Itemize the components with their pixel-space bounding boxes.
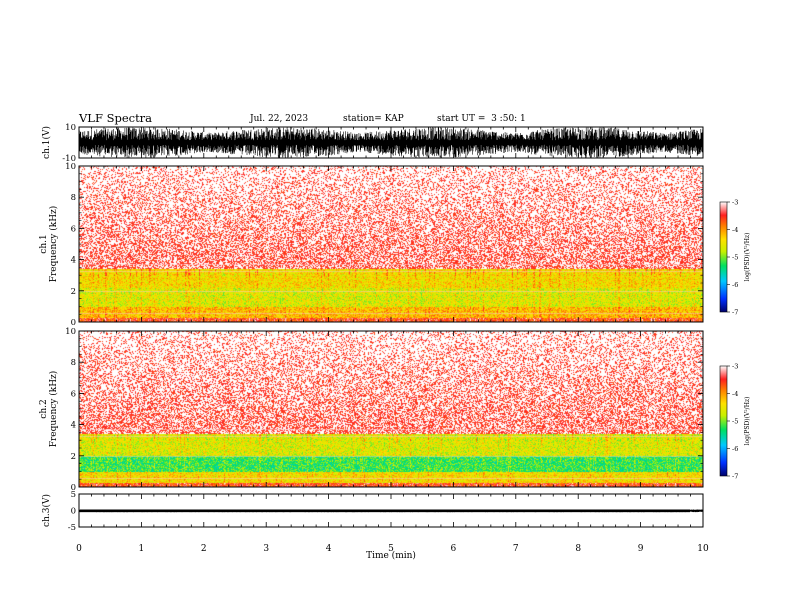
colorbar-tick-label: -6 [732,445,738,453]
colorbar-tick-label: -4 [732,390,738,398]
colorbar-tick-label: -7 [732,309,738,317]
chart-title: VLF Spectra [79,111,153,125]
x-tick-label: 0 [76,544,82,554]
colorbar-tick-label: -5 [732,254,738,262]
x-tick-label: 6 [451,544,457,554]
s1-ytick-label: 10 [65,162,76,172]
s1-ytick-label: 8 [71,193,76,203]
s2-ytick-label: 10 [65,327,76,337]
s2-ytick-label: 8 [71,358,76,368]
ch2-spectrogram-panel: 0 2 4 6 8 10 ch.2 Frequency (kHz) [39,327,704,493]
x-tick-label: 4 [326,544,332,554]
ch1-waveform-panel: 10 -10 ch.1(V) [41,123,704,164]
s1-ytick-label: 6 [71,224,76,234]
ch2-colorbar: -3 -4 -5 -6 -7 log(PSD)(V²/Hz) [719,363,751,481]
x-tick-label: 5 [388,544,394,554]
x-tick-label: 2 [201,544,207,554]
colorbar-label: log(PSD)(V²/Hz) [744,397,751,446]
ch3-ytick-label: 5 [71,490,76,500]
s1-heatmap-canvas [79,166,703,322]
s1-image [79,166,703,322]
time-axis: 0 1 2 3 4 5 6 7 8 9 10 Time (min) [76,544,709,561]
s2-ylabel-channel: ch.2 [39,399,49,418]
ch1-ytick-label: -10 [62,154,76,164]
ch1-ylabel: ch.1(V) [41,126,52,159]
s1-ylabel-channel: ch.1 [39,234,49,253]
x-tick-label: 1 [139,544,145,554]
colorbar-label: log(PSD)(V²/Hz) [744,233,751,282]
ch3-ytick-label: 0 [71,507,76,517]
ch3-ylabel: ch.3(V) [41,494,52,527]
s1-ytick-label: 0 [71,318,76,328]
colorbar-gradient [719,201,728,313]
s2-heatmap-canvas [79,331,703,487]
x-tick-label: 3 [263,544,269,554]
start-time-label: start UT = 3 :50: 1 [437,114,526,124]
colorbar-tick-label: -5 [732,418,738,426]
ch1-spectrogram-panel: 0 2 4 6 8 10 ch.1 Frequency (kHz) [39,162,704,328]
x-tick-label: 7 [513,544,519,554]
s2-ytick-label: 4 [71,421,76,431]
colorbar-tick-label: -3 [732,199,738,207]
s2-ytick-label: 0 [71,483,76,493]
colorbar-tick-label: -3 [732,363,738,371]
ch3-ytick-label: -5 [68,523,76,533]
s1-ytick-label: 4 [71,256,76,266]
x-tick-label: 10 [697,544,709,554]
s1-ylabel-frequency: Frequency (kHz) [48,206,59,283]
ch1-colorbar: -3 -4 -5 -6 -7 log(PSD)(V²/Hz) [719,199,751,317]
ch3-waveform-panel: 5 0 -5 ch.3(V) [41,490,704,533]
date-label: Jul. 22, 2023 [250,114,309,124]
colorbar-tick-label: -6 [732,281,738,289]
station-label: station= KAP [343,114,404,124]
colorbar-gradient [719,365,728,477]
colorbar-tick-label: -7 [732,473,738,481]
s2-ylabel-frequency: Frequency (kHz) [48,371,59,448]
x-axis-label: Time (min) [366,550,416,561]
x-tick-label: 9 [638,544,644,554]
s2-image [79,331,703,487]
colorbar-tick-label: -4 [732,226,738,234]
s2-ytick-label: 2 [71,452,76,462]
s2-ytick-label: 6 [71,389,76,399]
x-tick-label: 8 [575,544,581,554]
ch1-ytick-label: 10 [65,123,76,133]
ch3-trace-band [80,509,690,513]
s1-ytick-label: 2 [71,287,76,297]
